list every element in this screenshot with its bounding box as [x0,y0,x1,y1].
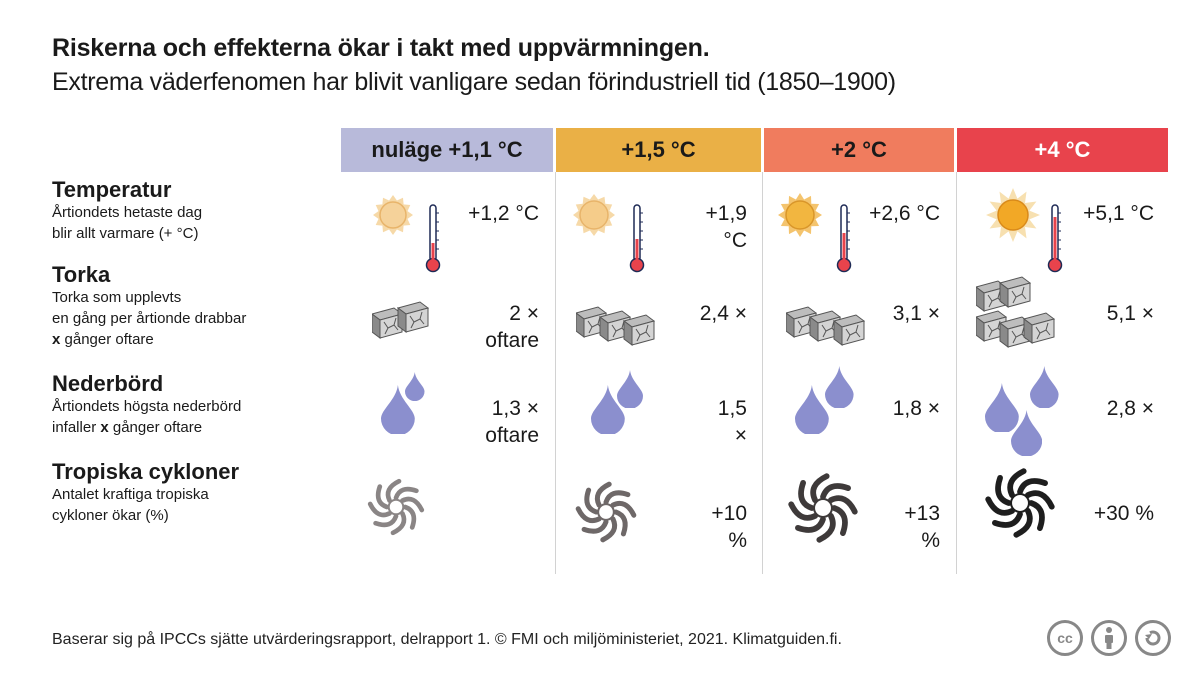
raindrop-icon [381,385,415,435]
row-description-line: Årtiondets hetaste dag [52,204,203,221]
value-2-1: 1,5 × [717,397,747,447]
row-description-line: Årtiondets högsta nederbörd [52,398,242,415]
row-label-1: Torka Torka som upplevts en gång per årtio… [52,263,246,350]
raindrop-icon [617,370,643,408]
column-header-2: +2 °C [764,128,954,172]
row-description-line: Antalet kraftiga tropiska [52,486,209,503]
value-2-3: 2,8 × [1106,397,1154,420]
row-title: Tropiska cykloner [52,459,240,484]
cracked-soil-icon [372,301,430,339]
cc-license-icon: cc [1047,620,1083,656]
share-alike-icon [1135,620,1171,656]
row-description-line: infaller x gånger oftare [52,419,203,436]
raindrop-icon [795,385,829,435]
row-title: Temperatur [52,177,172,202]
column-divider [762,172,763,574]
value-0-0: +1,2 °C [468,202,539,225]
row-title: Torka [52,262,111,287]
value-1-3: 5,1 × [1106,302,1154,325]
row-description-line: en gång per årtionde drabbar [52,310,247,327]
page-subtitle: Extrema väderfenomen har blivit vanligar… [52,68,896,96]
sun-icon [373,195,413,235]
row-description-line: Torka som upplevts [52,289,182,306]
sun-icon [778,193,822,237]
value-1-0: 2 × oftare [485,302,539,352]
row-label-0: Temperatur Årtiondets hetaste dag blir all… [52,178,202,244]
column-header-3: +4 °C [957,128,1168,172]
thermometer-icon [1047,204,1063,273]
attribution-icon [1091,620,1127,656]
row-label-3: Tropiska cykloner Antalet kraftiga tropis… [52,460,239,526]
row-label-2: Nederbörd Årtiondets högsta nederbörd infa… [52,372,241,438]
cyclone-icon [985,468,1055,538]
row-description: Årtiondets högsta nederbörd infaller x gå… [52,396,241,438]
license-badges: cc [1047,620,1171,656]
value-3-3: +30 % [1093,502,1154,525]
row-description: Antalet kraftiga tropiska cykloner ökar (… [52,484,239,526]
sun-icon [573,194,615,236]
row-description-line: cykloner ökar (%) [52,507,169,524]
page-title: Riskerna och effekterna ökar i takt med … [52,34,710,62]
column-divider [956,172,957,574]
raindrop-icon [591,385,625,435]
value-0-2: +2,6 °C [869,202,940,225]
sun-icon [986,188,1040,242]
cyclone-icon [367,478,425,536]
footer-source: Baserar sig på IPCCs sjätte utvärderings… [52,631,842,648]
raindrop-icon [1030,366,1059,408]
value-1-1: 2,4 × [699,302,747,325]
column-header-0: nuläge +1,1 °C [341,128,553,172]
value-3-1: +10 % [711,502,747,552]
thermometer-icon [836,204,852,273]
value-0-3: +5,1 °C [1083,202,1154,225]
row-description: Torka som upplevts en gång per årtionde d… [52,287,246,350]
value-3-2: +13 % [904,502,940,552]
value-0-1: +1,9 °C [705,202,747,252]
cracked-soil-icon [576,306,656,346]
row-title: Nederbörd [52,371,164,396]
raindrop-icon [825,366,854,408]
cyclone-icon [788,473,858,543]
column-divider [555,172,556,574]
value-1-2: 3,1 × [892,302,940,325]
row-description-line: x gånger oftare [52,331,154,348]
cracked-soil-icon [976,276,1056,348]
thermometer-icon [629,204,645,273]
raindrop-icon [1011,410,1043,456]
cracked-soil-icon [786,306,866,346]
value-2-0: 1,3 × oftare [485,397,539,447]
column-header-1: +1,5 °C [556,128,761,172]
value-2-2: 1,8 × [892,397,940,420]
raindrop-icon [405,372,425,401]
thermometer-icon [425,204,441,273]
cyclone-icon [575,481,637,543]
row-description: Årtiondets hetaste dag blir allt varmare … [52,202,202,244]
raindrop-icon [985,383,1019,433]
row-description-line: blir allt varmare (+ °C) [52,225,199,242]
